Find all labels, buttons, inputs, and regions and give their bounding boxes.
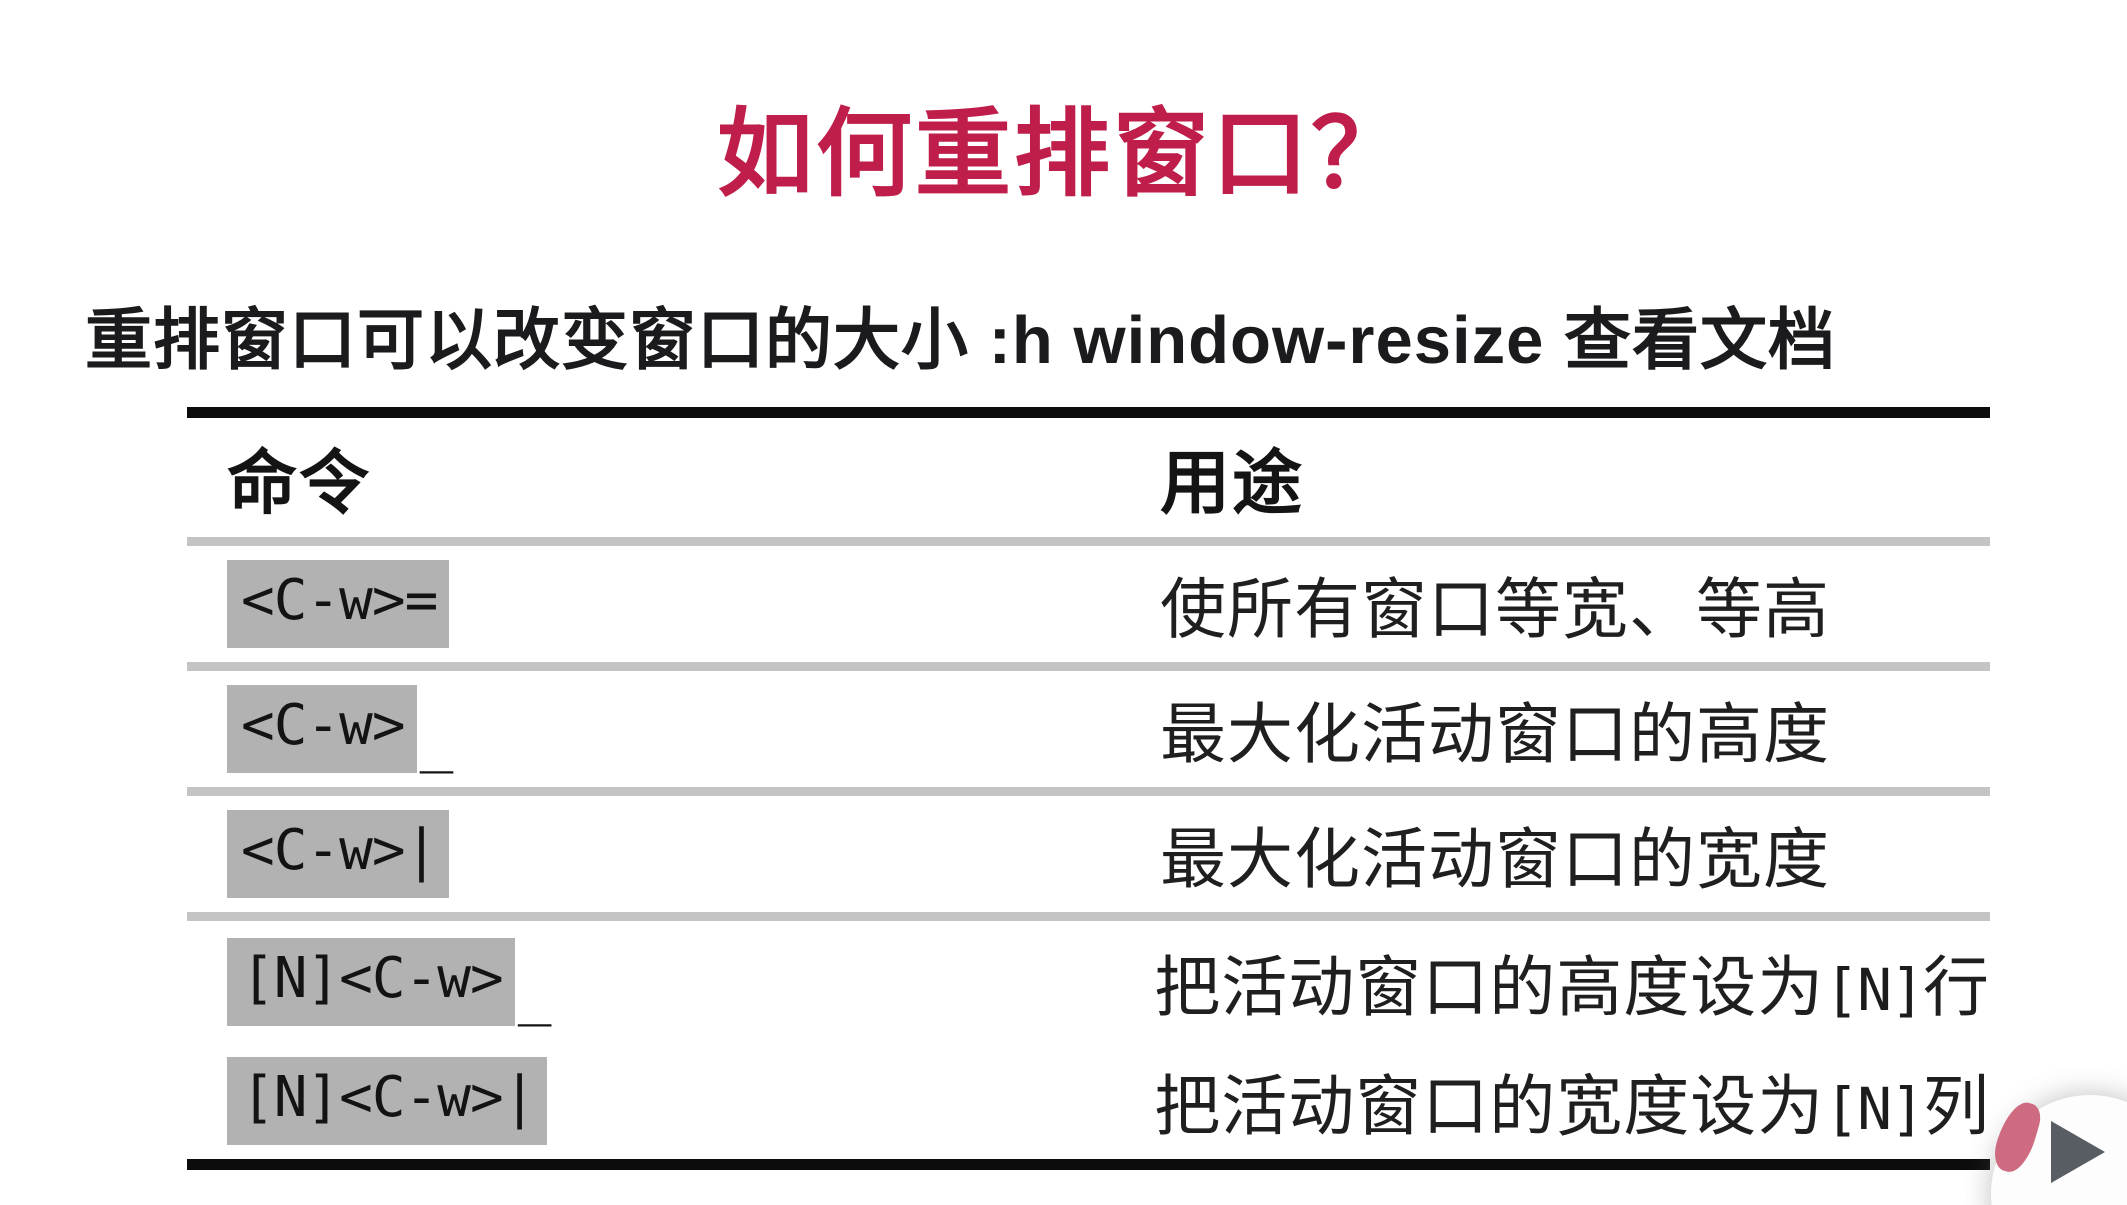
usage-text: 列 <box>1923 1071 1990 1144</box>
command-code: <C-w>| <box>227 810 450 898</box>
table-row: <C-w> _ 最大化活动窗口的高度 <box>187 671 1990 787</box>
row-divider <box>187 662 1990 671</box>
command-table: 命令 用途 <C-w>= 使所有窗口等宽、等高 <C-w> _ 最大化活动窗口的高… <box>187 407 1990 1170</box>
command-tail: _ <box>419 709 454 774</box>
command-code: [N]<C-w> <box>227 938 515 1026</box>
table-header-row: 命令 用途 <box>187 418 1990 537</box>
usage-code-n: [N] <box>1824 1075 1925 1143</box>
header-command-label: 命令 <box>227 446 371 523</box>
table-row: [N]<C-w>| 把活动窗口的宽度设为[N]列 <box>187 1043 1990 1159</box>
usage-text: 使所有窗口等宽、等高 <box>1160 574 1830 647</box>
row-divider <box>187 787 1990 796</box>
table-row: [N]<C-w> _ 把活动窗口的高度设为[N]行 <box>187 921 1990 1043</box>
usage-text: 把活动窗口的宽度设为 <box>1154 1071 1825 1144</box>
table-row: <C-w>| 最大化活动窗口的宽度 <box>187 796 1990 912</box>
row-divider <box>187 912 1990 921</box>
play-icon <box>2051 1121 2105 1183</box>
header-usage-label: 用途 <box>1160 446 1304 523</box>
video-play-button[interactable] <box>1989 1095 2127 1205</box>
usage-text: 最大化活动窗口的宽度 <box>1160 824 1830 897</box>
command-code: [N]<C-w>| <box>227 1057 548 1145</box>
row-divider <box>187 537 1990 546</box>
command-tail: _ <box>517 962 552 1027</box>
usage-code-n: [N] <box>1824 956 1925 1024</box>
command-code: <C-w>= <box>227 560 450 648</box>
command-code: <C-w> <box>227 685 417 773</box>
page-title: 如何重排窗口？ <box>717 101 1410 208</box>
usage-text: 行 <box>1923 952 1990 1025</box>
subtitle: 重排窗口可以改变窗口的大小 :h window-resize 查看文档 <box>85 303 1836 378</box>
usage-text: 最大化活动窗口的高度 <box>1160 699 1830 772</box>
table-row: <C-w>= 使所有窗口等宽、等高 <box>187 546 1990 662</box>
usage-text: 把活动窗口的高度设为 <box>1154 952 1825 1025</box>
mascot-flame-icon <box>1989 1097 2045 1177</box>
